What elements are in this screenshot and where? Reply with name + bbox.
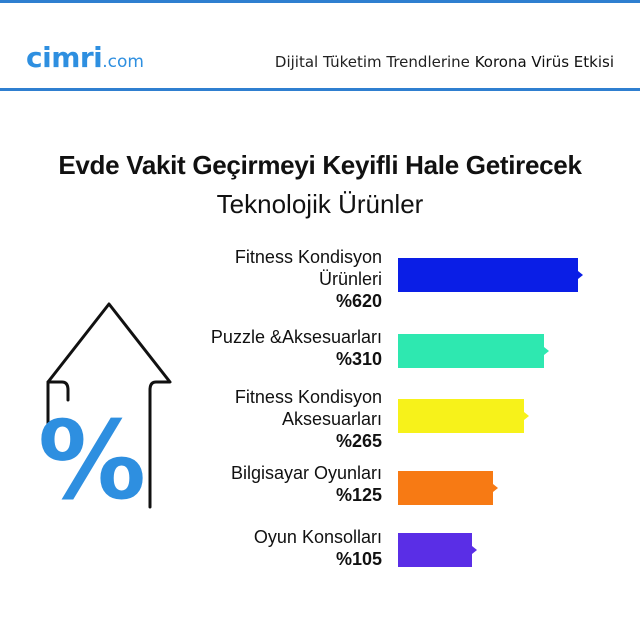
percent-up-arrow-icon: % [40, 302, 172, 515]
logo-domain: .com [102, 52, 144, 72]
category-label-line: Oyun Konsolları [253, 527, 382, 547]
category-label-line: Fitness Kondisyon [234, 387, 382, 407]
top-border [0, 0, 640, 3]
bar-2 [398, 334, 549, 368]
header-subtitle: Dijital Tüketim Trendlerine Korona Virüs… [275, 53, 614, 71]
category-label-line: Bilgisayar Oyunları [230, 463, 382, 483]
value-label: %125 [335, 485, 382, 505]
category-label-line: Ürünleri [318, 269, 382, 289]
bar-3 [398, 399, 529, 433]
bar-5 [398, 533, 477, 567]
chart-title: Evde Vakit Geçirmeyi Keyifli Hale Getire… [58, 150, 582, 180]
category-label: Puzzle &Aksesuarları %310 [211, 326, 382, 370]
category-label-line: Aksesuarları [281, 409, 382, 429]
header-subtitle-strong: Korona Virüs Etkisi [474, 53, 614, 71]
percent-symbol: % [40, 399, 146, 515]
category-label-line: Puzzle &Aksesuarları [210, 327, 382, 347]
header-subtitle-normal: Dijital Tüketim Trendlerine [274, 53, 475, 71]
bar-4 [398, 471, 498, 505]
category-label: Bilgisayar Oyunları %125 [231, 462, 382, 506]
value-label: %620 [335, 291, 382, 311]
category-label: Oyun Konsolları %105 [254, 526, 382, 570]
category-label: Fitness Kondisyon Ürünleri %620 [235, 246, 382, 312]
logo-main: cimri [26, 41, 103, 74]
value-label: %105 [335, 549, 382, 569]
category-label: Fitness Kondisyon Aksesuarları %265 [235, 386, 382, 452]
header: cimri.com Dijital Tüketim Trendlerine Ko… [0, 3, 640, 88]
value-label: %310 [335, 349, 382, 369]
value-label: %265 [335, 431, 382, 451]
category-label-line: Fitness Kondisyon [234, 247, 382, 267]
cimri-logo[interactable]: cimri.com [26, 41, 144, 74]
bar-1 [398, 258, 583, 292]
chart-subtitle: Teknolojik Ürünler [216, 189, 424, 219]
header-divider [0, 88, 640, 91]
